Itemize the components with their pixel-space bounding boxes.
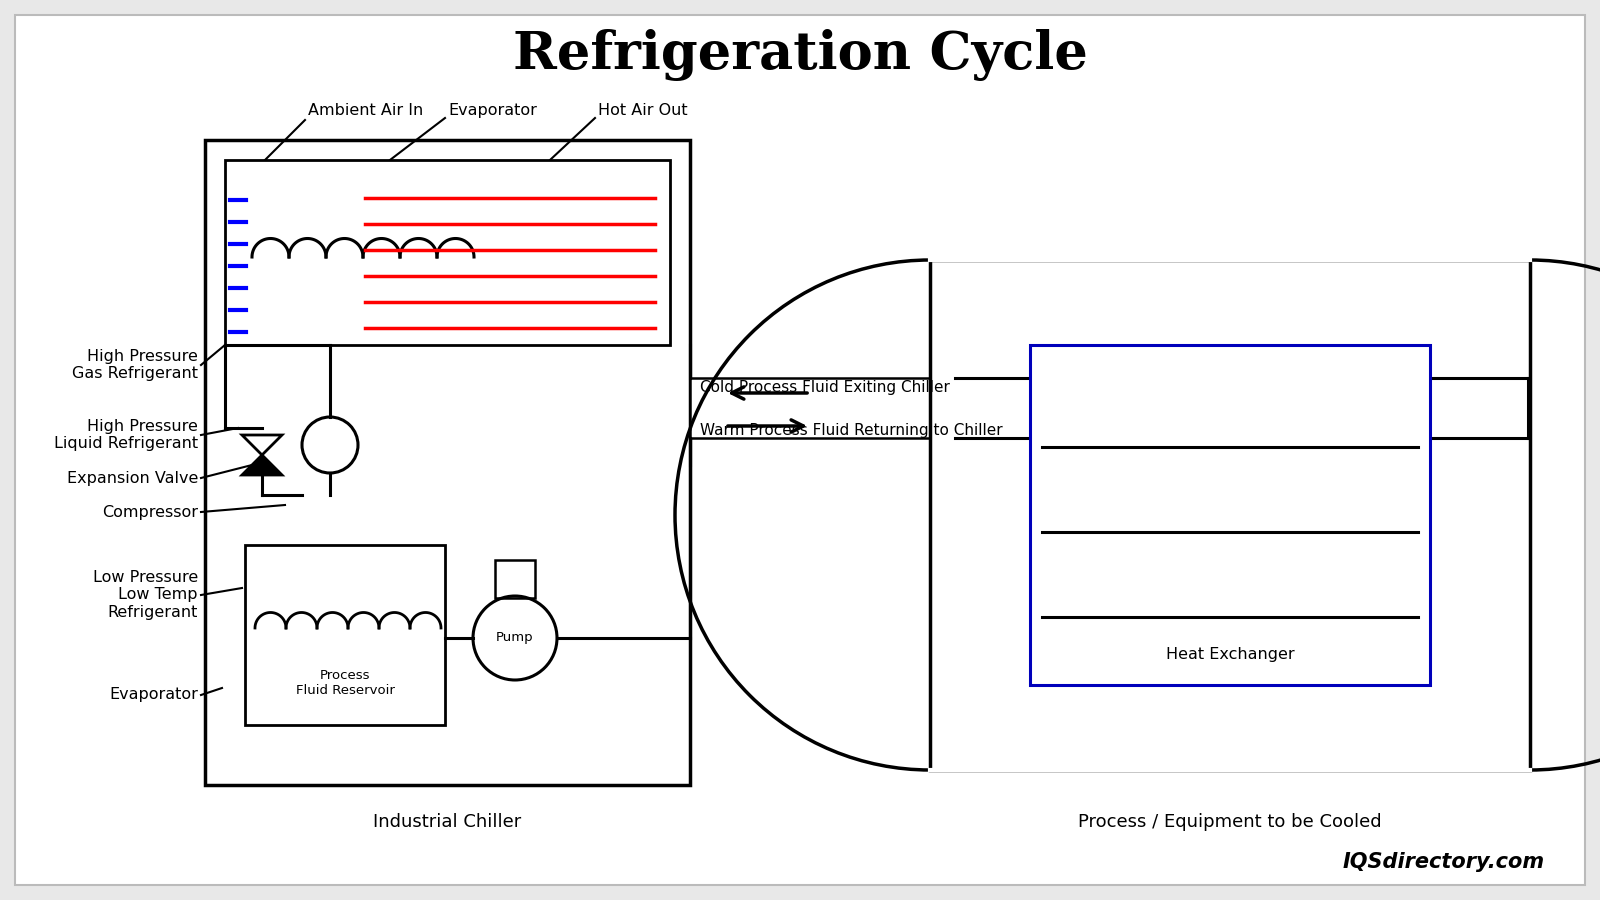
Text: Expansion Valve: Expansion Valve: [67, 471, 198, 485]
Text: Process
Fluid Reservoir: Process Fluid Reservoir: [296, 669, 395, 697]
Text: IQSdirectory.com: IQSdirectory.com: [1342, 852, 1546, 872]
Bar: [205, 140, 690, 785]
Bar: [1030, 345, 1430, 685]
Text: Compressor: Compressor: [102, 505, 198, 519]
Text: High Pressure
Liquid Refrigerant: High Pressure Liquid Refrigerant: [54, 418, 198, 451]
Text: Ambient Air In: Ambient Air In: [307, 103, 424, 118]
Polygon shape: [242, 435, 282, 455]
Bar: [245, 545, 445, 725]
Bar: [690, 378, 955, 438]
Text: Evaporator: Evaporator: [109, 688, 198, 703]
Text: Refrigeration Cycle: Refrigeration Cycle: [512, 29, 1088, 81]
Text: Evaporator: Evaporator: [448, 103, 538, 118]
Text: Heat Exchanger: Heat Exchanger: [1166, 647, 1294, 662]
Text: Cold Process Fluid Exiting Chiller: Cold Process Fluid Exiting Chiller: [699, 380, 950, 395]
Text: Hot Air Out: Hot Air Out: [598, 103, 688, 118]
Text: High Pressure
Gas Refrigerant: High Pressure Gas Refrigerant: [72, 349, 198, 382]
Bar: [226, 160, 670, 345]
Bar: [494, 560, 534, 598]
Text: Low Pressure
Low Temp
Refrigerant: Low Pressure Low Temp Refrigerant: [93, 570, 198, 620]
Text: Process / Equipment to be Cooled: Process / Equipment to be Cooled: [1078, 813, 1382, 831]
Polygon shape: [242, 455, 282, 475]
Bar: [930, 260, 1530, 770]
Text: Pump: Pump: [496, 632, 534, 644]
Text: Industrial Chiller: Industrial Chiller: [373, 813, 522, 831]
Text: Warm Process Fluid Returning to Chiller: Warm Process Fluid Returning to Chiller: [699, 423, 1003, 438]
